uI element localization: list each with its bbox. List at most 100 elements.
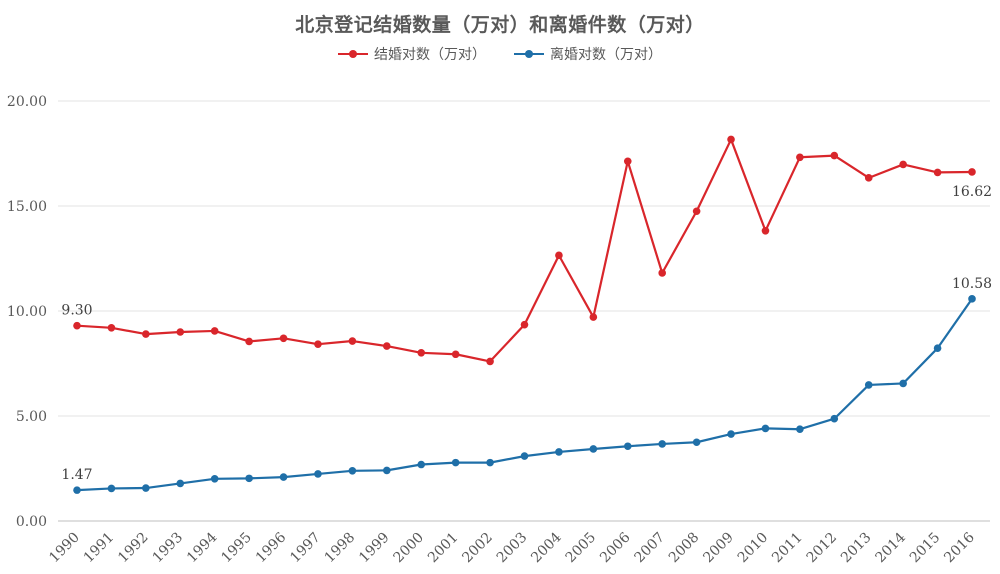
data-point-s1-0 <box>73 486 81 494</box>
chart-title: 北京登记结婚数量（万对）和离婚件数（万对） <box>295 14 705 36</box>
data-point-s0-13 <box>520 320 529 329</box>
data-point-s0-7 <box>314 340 322 348</box>
y-tick-label: 0.00 <box>16 514 47 530</box>
legend-label-divorce: 离婚对数（万对） <box>550 47 662 63</box>
data-point-s0-18 <box>692 207 701 216</box>
data-point-s1-11 <box>451 458 460 467</box>
data-point-s0-25 <box>933 168 942 177</box>
data-point-s1-20 <box>761 424 770 433</box>
data-point-s0-5 <box>245 337 253 346</box>
data-point-s1-5 <box>245 474 253 483</box>
data-point-s1-8 <box>348 467 357 475</box>
data-point-s1-15 <box>589 445 598 453</box>
data-point-s1-23 <box>864 381 873 389</box>
data-point-s0-8 <box>348 337 357 345</box>
x-tick-label: 2006 <box>597 529 634 566</box>
data-point-s1-25 <box>933 344 942 352</box>
data-point-s1-16 <box>623 442 632 451</box>
data-point-s0-4 <box>210 327 219 335</box>
data-point-s1-2 <box>142 484 150 492</box>
data-label: 16.62 <box>952 184 992 200</box>
x-tick-label: 2014 <box>872 529 909 566</box>
legend-item-marriage: 结婚对数（万对） <box>338 44 486 64</box>
data-point-s1-24 <box>899 379 907 388</box>
x-tick-label: 1993 <box>150 530 187 567</box>
legend: 结婚对数（万对） 离婚对数（万对） <box>0 44 1000 64</box>
x-tick-label: 1995 <box>218 530 255 567</box>
legend-swatch-divorce <box>514 49 544 59</box>
x-tick-label: 2013 <box>838 530 875 567</box>
y-tick-label: 15.00 <box>7 199 47 215</box>
data-point-s1-26 <box>968 295 976 303</box>
x-tick-label: 2016 <box>941 529 978 566</box>
x-tick-label: 2000 <box>391 530 428 567</box>
data-point-s0-11 <box>451 350 460 359</box>
data-point-s0-2 <box>142 330 150 338</box>
data-point-s1-7 <box>314 470 322 478</box>
y-tick-label: 20.00 <box>7 94 47 110</box>
data-point-s1-1 <box>107 484 116 493</box>
data-label: 1.47 <box>61 467 92 483</box>
data-point-s0-16 <box>623 157 632 166</box>
data-point-s1-17 <box>658 440 666 448</box>
x-tick-label: 1990 <box>46 530 83 567</box>
data-point-s0-10 <box>417 348 426 357</box>
data-point-s1-18 <box>692 438 701 447</box>
data-point-s1-22 <box>830 414 839 423</box>
x-tick-label: 2011 <box>769 530 806 567</box>
x-tick-label: 2003 <box>494 530 531 567</box>
y-tick-label: 5.00 <box>16 409 47 425</box>
legend-label-marriage: 结婚对数（万对） <box>374 47 486 63</box>
x-tick-label: 1999 <box>356 530 393 567</box>
x-tick-label: 1994 <box>184 529 221 566</box>
data-point-s1-4 <box>210 474 219 483</box>
x-tick-label: 2008 <box>666 530 703 567</box>
data-point-s0-20 <box>761 226 770 235</box>
data-point-s0-0 <box>73 321 81 330</box>
data-point-s0-17 <box>658 269 666 277</box>
data-point-s1-13 <box>520 452 529 460</box>
data-point-s0-19 <box>727 135 735 144</box>
data-point-s1-12 <box>486 458 494 467</box>
x-tick-label: 2015 <box>907 530 944 567</box>
data-point-s1-14 <box>555 448 563 456</box>
data-point-s1-3 <box>176 479 185 488</box>
x-tick-label: 2005 <box>563 530 600 567</box>
legend-swatch-marriage <box>338 49 368 59</box>
data-point-s0-3 <box>176 328 185 336</box>
data-point-s0-15 <box>589 313 598 321</box>
data-point-s0-22 <box>830 151 839 160</box>
data-point-s1-10 <box>417 460 426 469</box>
x-tick-label: 2010 <box>735 530 772 567</box>
data-point-s1-6 <box>279 473 288 481</box>
data-label: 10.58 <box>952 276 992 292</box>
x-tick-label: 1991 <box>81 530 118 567</box>
data-label: 9.30 <box>61 303 92 319</box>
x-tick-label: 2007 <box>632 530 669 567</box>
data-point-s0-9 <box>383 342 391 350</box>
data-point-s0-24 <box>899 160 907 169</box>
data-point-s0-1 <box>107 324 116 332</box>
x-tick-label: 2002 <box>459 530 496 567</box>
x-tick-label: 1992 <box>115 530 152 567</box>
data-point-s0-14 <box>555 251 563 260</box>
data-point-s0-21 <box>796 153 804 162</box>
data-point-s1-21 <box>796 425 804 434</box>
x-tick-label: 2012 <box>804 530 841 567</box>
x-tick-label: 1997 <box>287 530 324 567</box>
x-tick-label: 1996 <box>253 529 290 566</box>
legend-item-divorce: 离婚对数（万对） <box>514 44 662 64</box>
data-point-s0-26 <box>968 168 976 176</box>
data-point-s0-12 <box>486 357 494 366</box>
data-point-s1-19 <box>727 430 735 438</box>
x-tick-label: 2004 <box>528 529 565 566</box>
data-point-s1-9 <box>383 466 391 475</box>
y-tick-label: 10.00 <box>7 304 47 320</box>
data-point-s0-23 <box>864 174 873 182</box>
x-tick-label: 2009 <box>700 530 737 567</box>
data-point-s0-6 <box>279 334 288 343</box>
x-tick-label: 1998 <box>322 530 359 567</box>
x-tick-label: 2001 <box>425 530 462 567</box>
